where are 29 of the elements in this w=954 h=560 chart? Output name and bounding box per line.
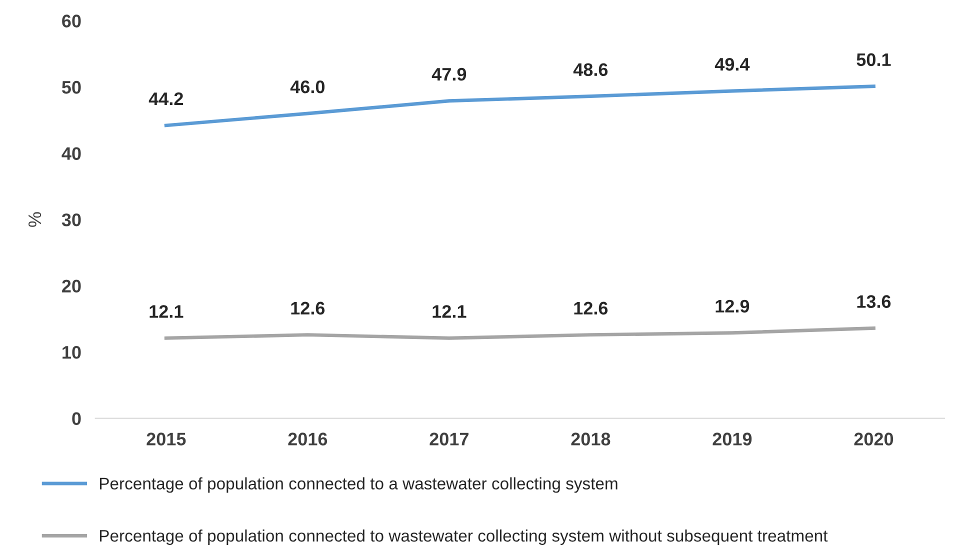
- y-tick-label: 20: [62, 280, 81, 293]
- line-series: [164, 326, 876, 340]
- x-tick-label: 2018: [571, 432, 610, 446]
- y-tick-label: 30: [62, 213, 81, 226]
- data-label: 46.0: [290, 80, 324, 94]
- y-axis-title: %: [28, 212, 42, 227]
- data-label: 50.1: [856, 53, 891, 66]
- x-tick-label: 2019: [712, 432, 752, 446]
- data-label: 49.4: [714, 58, 750, 71]
- data-label: 44.2: [148, 92, 184, 106]
- data-label: 48.6: [573, 63, 608, 76]
- y-tick-label: 0: [72, 412, 81, 426]
- data-label: 12.1: [432, 305, 466, 318]
- data-label: 13.6: [857, 295, 891, 308]
- data-label: 12.9: [716, 300, 750, 313]
- y-tick-label: 10: [62, 346, 81, 359]
- y-tick-label: 40: [62, 147, 81, 160]
- x-tick-label: 2016: [288, 432, 328, 446]
- x-tick-label: 2020: [854, 432, 894, 446]
- y-tick-label: 60: [62, 14, 81, 28]
- data-label: 12.1: [150, 305, 184, 318]
- data-label: 12.6: [291, 302, 325, 315]
- x-tick-label: 2017: [430, 432, 468, 446]
- legend-label: Percentage of population connected to wastewater collecting system without subsequent treatment: [100, 529, 828, 545]
- legend-label: Percentage of population connected to a wastewater collecting system: [100, 477, 618, 493]
- data-label: 12.6: [574, 302, 608, 315]
- y-tick-label: 50: [62, 80, 81, 94]
- data-label: 47.9: [432, 68, 466, 81]
- x-tick-label: 2015: [146, 432, 186, 446]
